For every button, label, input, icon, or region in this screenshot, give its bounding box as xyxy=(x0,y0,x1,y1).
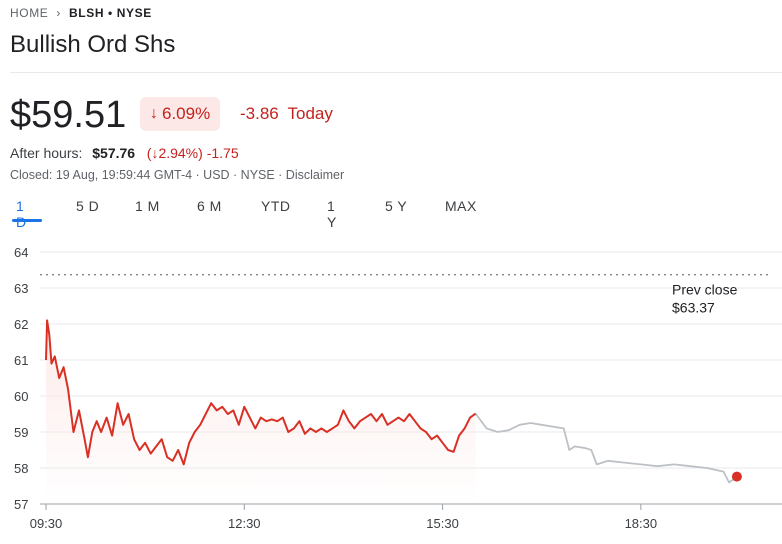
change-absolute: -3.86 xyxy=(240,104,279,123)
page-title: Bullish Ord Shs xyxy=(10,31,176,58)
today-label: Today xyxy=(287,104,333,123)
after-hours-price: $57.76 xyxy=(92,145,136,161)
prev-close-label: Prev close xyxy=(672,282,738,298)
market-status: Closed: 19 Aug, 19:59:44 GMT-4 · USD · N… xyxy=(10,168,345,182)
y-tick-label: 57 xyxy=(14,497,28,512)
y-axis-labels: 57 58 59 60 61 62 63 64 xyxy=(14,245,28,512)
tab-6m[interactable]: 6 M xyxy=(197,198,222,214)
after-hours-line xyxy=(474,413,740,484)
regular-session-line xyxy=(45,319,477,466)
after-hours-row: After hours: $57.76 (↓2.94%) -1.75 xyxy=(10,145,239,161)
x-tick-label: 18:30 xyxy=(625,516,658,531)
last-price-dot xyxy=(731,471,742,482)
after-hours-percent-value: 2.94% xyxy=(158,145,199,161)
range-tabs: 1 D 5 D 1 M 6 M YTD 1 Y 5 Y MAX xyxy=(12,198,485,230)
y-tick-label: 58 xyxy=(14,461,28,476)
tab-5y[interactable]: 5 Y xyxy=(385,198,408,214)
breadcrumb: HOME › BLSH • NYSE xyxy=(10,6,152,20)
y-tick-label: 63 xyxy=(14,281,28,296)
tab-1m[interactable]: 1 M xyxy=(135,198,160,214)
change-percent-badge: ↓ 6.09% xyxy=(140,97,221,131)
x-tick-label: 09:30 xyxy=(30,516,63,531)
after-hours-label: After hours: xyxy=(10,145,83,161)
x-axis-labels: 09:30 12:30 15:30 18:30 xyxy=(30,504,657,531)
divider xyxy=(10,72,782,73)
price-chart[interactable]: 57 58 59 60 61 62 63 64 09:30 12:30 15:30 18:30 Pr… xyxy=(0,240,782,544)
y-tick-label: 61 xyxy=(14,353,28,368)
tab-1d[interactable]: 1 D xyxy=(12,198,42,230)
y-tick-label: 64 xyxy=(14,245,28,260)
tab-5d[interactable]: 5 D xyxy=(76,198,100,214)
chevron-right-icon: › xyxy=(56,6,62,20)
chart-plot-area: Prev close $63.37 xyxy=(40,274,770,504)
y-tick-label: 59 xyxy=(14,425,28,440)
today-change: -3.86 Today xyxy=(240,104,333,124)
regular-session-area xyxy=(46,320,476,504)
y-tick-label: 60 xyxy=(14,389,28,404)
after-hours-percent: (↓2.94%) xyxy=(138,145,203,161)
after-hours-change: -1.75 xyxy=(206,145,239,161)
breadcrumb-home[interactable]: HOME xyxy=(10,6,49,20)
tab-1y[interactable]: 1 Y xyxy=(327,198,337,230)
prev-close-value: $63.37 xyxy=(672,300,715,316)
tab-max[interactable]: MAX xyxy=(445,198,477,214)
arrow-down-icon: ↓ xyxy=(150,105,158,122)
y-tick-label: 62 xyxy=(14,317,28,332)
current-price: $59.51 xyxy=(10,94,127,136)
tab-ytd[interactable]: YTD xyxy=(261,198,291,214)
x-tick-label: 15:30 xyxy=(426,516,459,531)
x-tick-label: 12:30 xyxy=(228,516,261,531)
breadcrumb-ticker: BLSH • NYSE xyxy=(69,6,152,20)
arrow-down-icon: ↓ xyxy=(151,145,159,161)
change-percent: 6.09% xyxy=(162,104,211,123)
